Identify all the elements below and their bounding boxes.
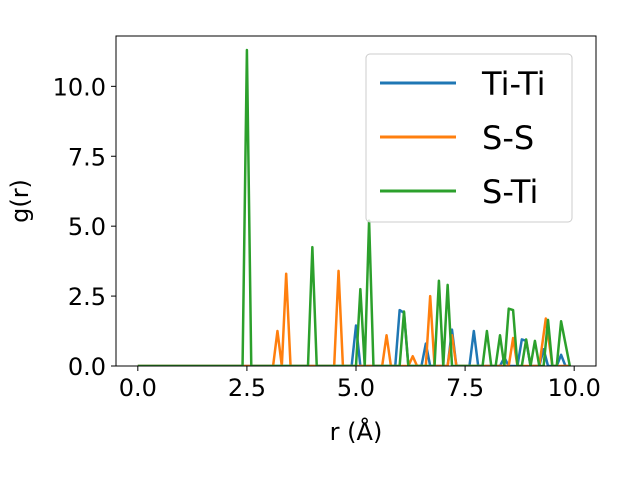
x-axis: 0.0 2.5 5.0 7.5 10.0 [119, 366, 601, 402]
y-tick-label: 0.0 [68, 353, 106, 381]
y-tick-label: 5.0 [68, 213, 106, 241]
legend: Ti-Ti S-S S-Ti [365, 53, 573, 223]
legend-box [365, 53, 573, 223]
y-tick-label: 2.5 [68, 283, 106, 311]
y-axis-label: g(r) [6, 179, 34, 223]
series-layer [137, 48, 572, 366]
y-tick-label: 10.0 [53, 73, 106, 101]
x-tick-label: 10.0 [547, 374, 600, 402]
legend-label-s-ti: S-Ti [482, 173, 538, 211]
y-axis: 0.0 2.5 5.0 7.5 10.0 [53, 73, 116, 381]
series-line-ti-ti [137, 308, 570, 366]
x-tick-label: 0.0 [119, 374, 157, 402]
legend-label-ti-ti: Ti-Ti [481, 65, 546, 103]
x-tick-label: 2.5 [228, 374, 266, 402]
x-tick-label: 5.0 [337, 374, 375, 402]
x-axis-label: r (Å) [330, 417, 383, 446]
legend-label-s-s: S-S [482, 119, 534, 157]
x-tick-label: 7.5 [446, 374, 484, 402]
y-tick-label: 7.5 [68, 143, 106, 171]
